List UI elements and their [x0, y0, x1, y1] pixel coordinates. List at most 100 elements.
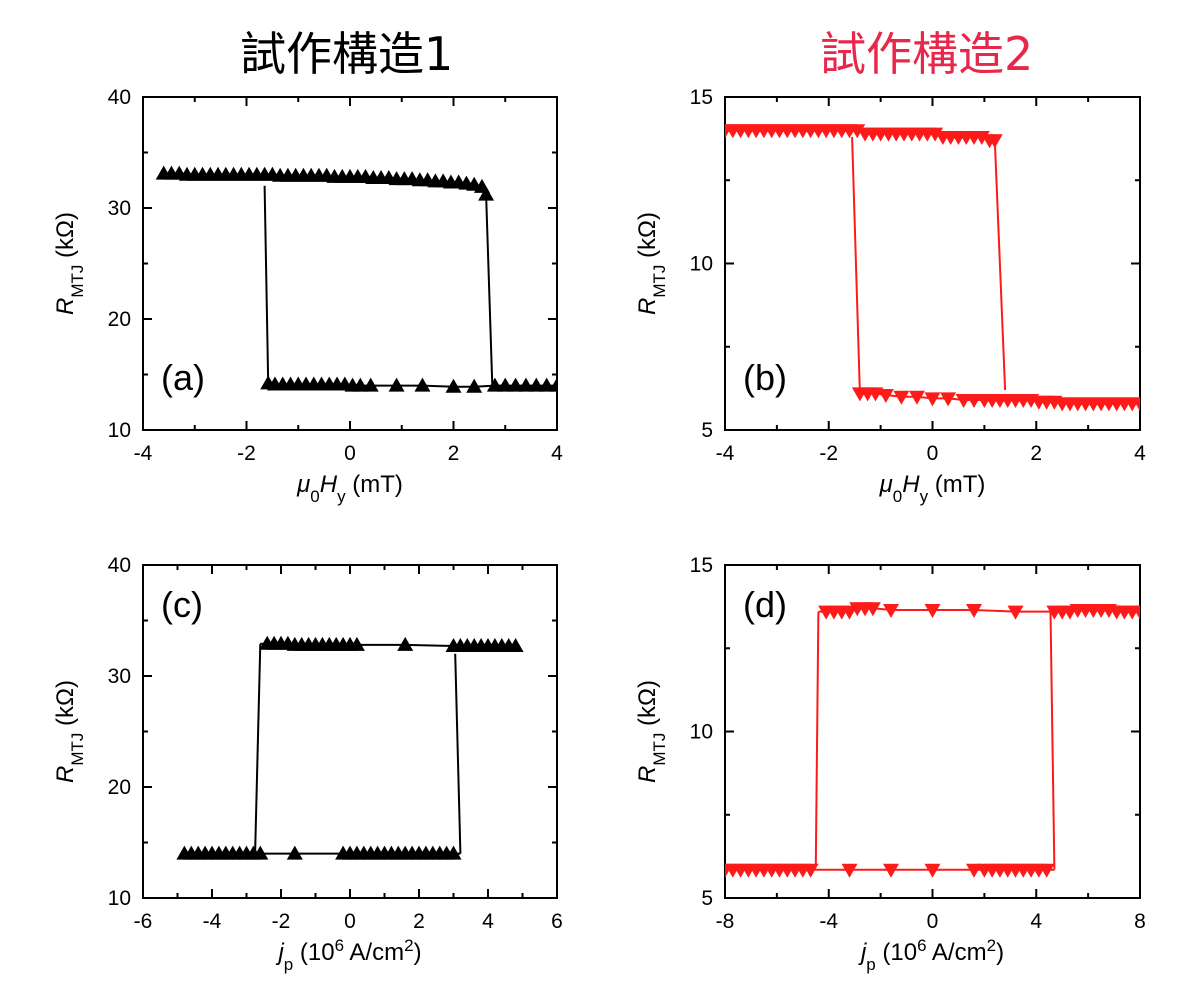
- plot-frame: [724, 96, 1141, 431]
- y-tick-label: 10: [108, 887, 131, 910]
- data-layer: [155, 165, 557, 393]
- data-point: [802, 863, 819, 878]
- x-tick-label: -6: [134, 910, 153, 933]
- x-tick-label: 0: [344, 442, 356, 465]
- x-tick-label: 2: [448, 442, 460, 465]
- x-tick-label: 2: [413, 910, 425, 933]
- x-tick-label: 4: [1030, 910, 1042, 933]
- data-point: [362, 377, 379, 392]
- data-point: [445, 638, 462, 653]
- y-tick-label: 5: [701, 419, 713, 442]
- data-point: [908, 390, 925, 405]
- data-point: [986, 134, 1003, 149]
- chart-panel-b: -4 -2 0 2 4 5 10 15 μ0Hy (mT) RMTJ (kΩ) (b): [634, 86, 1146, 506]
- y-axis-label: RMTJ (kΩ): [634, 212, 669, 315]
- data-point: [478, 186, 495, 201]
- data-layer: [725, 602, 1140, 878]
- x-tick-label: -2: [819, 442, 838, 465]
- data-point: [507, 377, 524, 392]
- data-point: [486, 377, 503, 392]
- y-tick-label: 40: [108, 554, 131, 577]
- data-point: [883, 603, 899, 618]
- data-point: [976, 394, 993, 409]
- x-axis-label: jp (106 A/cm2): [275, 936, 421, 974]
- chart-panel-a: -4 -2 0 2 4 10 20 30 40 μ0Hy (mT) RMTJ (kΩ) (a): [52, 86, 563, 506]
- x-tick-label: 6: [551, 910, 563, 933]
- y-tick-label: 20: [108, 776, 131, 799]
- y-axis-label: RMTJ (kΩ): [52, 680, 87, 783]
- data-point: [260, 375, 277, 390]
- y-tick-label: 10: [108, 419, 131, 442]
- data-point: [955, 394, 972, 409]
- data-point: [893, 390, 910, 405]
- x-tick-label: 0: [927, 442, 939, 465]
- panel-label: (d): [743, 584, 787, 625]
- series-line: [814, 611, 820, 865]
- y-tick-label: 15: [690, 86, 713, 109]
- series-line: [1049, 611, 1056, 870]
- series-line: [454, 653, 462, 854]
- x-axis-label: μ0Hy (mT): [879, 471, 986, 506]
- data-point: [445, 378, 462, 393]
- series-line: [725, 129, 1007, 391]
- y-tick-label: 30: [108, 665, 131, 688]
- data-point: [1038, 863, 1055, 878]
- data-point: [517, 377, 534, 392]
- data-point: [966, 603, 982, 618]
- panel-label: (b): [743, 357, 787, 398]
- x-tick-label: -4: [819, 910, 838, 933]
- data-point: [538, 377, 555, 392]
- x-tick-label: -2: [272, 910, 291, 933]
- data-point: [966, 863, 982, 878]
- series-line: [254, 643, 262, 854]
- panel-label: (a): [161, 357, 205, 398]
- column-title-structure-1: 試作構造1: [240, 27, 454, 81]
- x-axis-label: jp (106 A/cm2): [858, 936, 1004, 974]
- x-tick-label: 4: [482, 910, 494, 933]
- data-point: [818, 605, 835, 620]
- data-point: [924, 863, 941, 878]
- x-tick-label: 0: [927, 910, 939, 933]
- chart-panel-d: -8 -4 0 4 8 5 10 15 jp (106 A/cm2) RMTJ (kΩ) (d): [634, 554, 1146, 974]
- y-tick-label: 20: [108, 308, 131, 331]
- data-layer: [176, 635, 524, 860]
- y-axis-label: RMTJ (kΩ): [634, 680, 669, 783]
- data-point: [497, 377, 514, 392]
- data-point: [414, 377, 431, 392]
- x-tick-label: 0: [344, 910, 356, 933]
- x-tick-label: 2: [1030, 442, 1042, 465]
- data-point: [1007, 605, 1024, 620]
- y-tick-label: 10: [690, 721, 713, 744]
- data-point: [528, 377, 545, 392]
- data-point: [940, 392, 957, 407]
- x-tick-label: 4: [1134, 442, 1146, 465]
- x-tick-label: 8: [1134, 910, 1146, 933]
- data-point: [966, 394, 982, 409]
- data-point: [883, 863, 899, 878]
- x-axis-label: μ0Hy (mT): [296, 471, 403, 506]
- data-layer: [725, 124, 1140, 412]
- x-tick-label: -8: [716, 910, 735, 933]
- data-point: [851, 387, 868, 402]
- data-point: [466, 378, 483, 393]
- series-line: [263, 185, 557, 388]
- x-tick-label: -2: [237, 442, 256, 465]
- data-point: [924, 392, 941, 407]
- series-line: [163, 172, 494, 386]
- data-point: [877, 389, 894, 404]
- data-point: [445, 845, 462, 860]
- data-point: [388, 377, 405, 392]
- y-tick-label: 40: [108, 86, 131, 109]
- data-point: [397, 636, 414, 651]
- column-title-structure-2: 試作構造2: [820, 27, 1034, 81]
- y-axis-label: RMTJ (kΩ): [52, 212, 87, 315]
- data-point: [286, 845, 303, 860]
- panel-label: (c): [161, 584, 203, 625]
- chart-panel-c: -6 -4 -2 0 2 4 6 10 20 30 40 jp (106 A/cm2) RMTJ (kΩ…: [52, 554, 563, 974]
- x-tick-label: 4: [551, 442, 563, 465]
- y-tick-label: 5: [701, 887, 713, 910]
- data-point: [841, 863, 858, 878]
- data-point: [1046, 605, 1063, 620]
- y-tick-label: 15: [690, 554, 713, 577]
